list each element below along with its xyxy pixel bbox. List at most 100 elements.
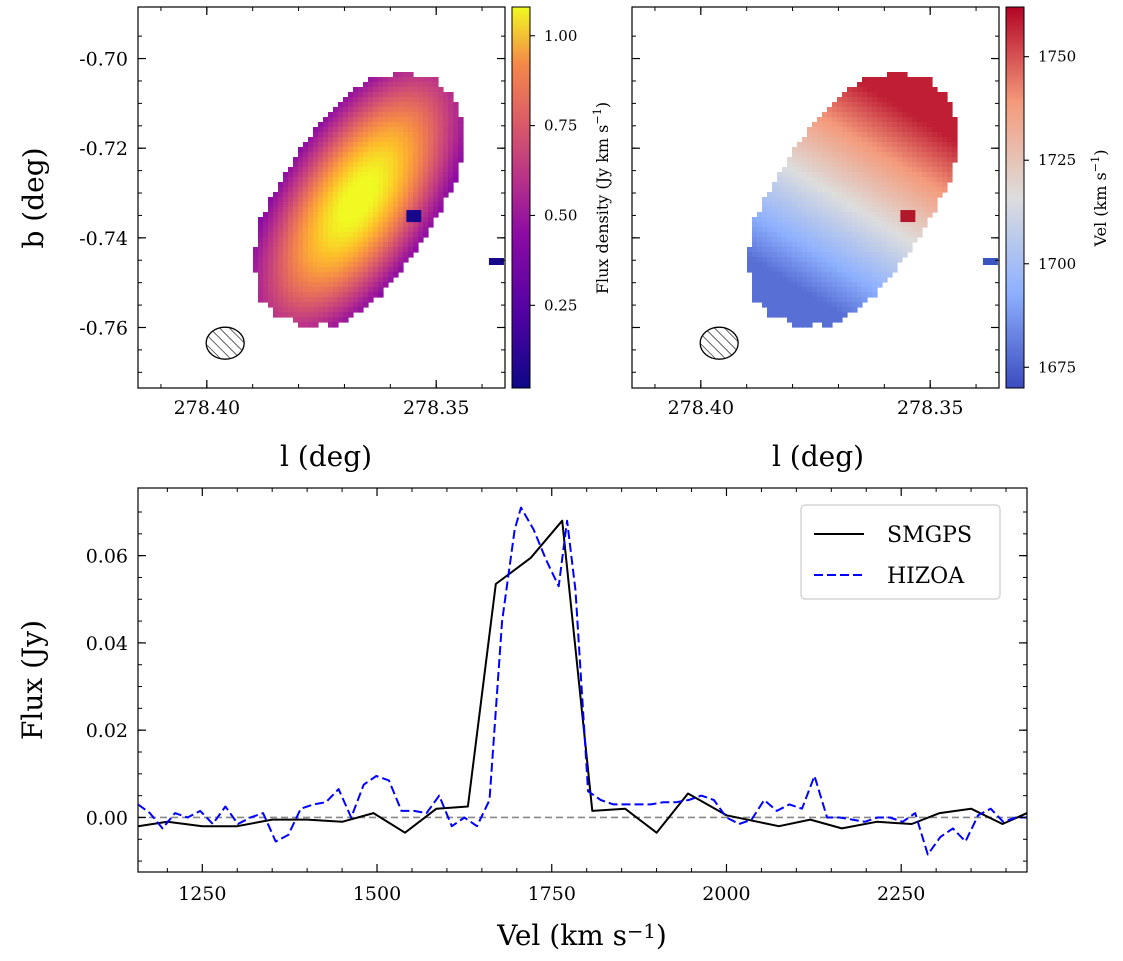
map-pixel [892,242,898,248]
map-pixel [338,142,344,148]
map-pixel [323,187,329,193]
map-pixel [897,157,903,163]
map-pixel [343,147,349,153]
map-pixel [433,107,439,113]
map-pixel [837,137,843,143]
map-pixel [453,107,459,113]
map-pixel [288,282,294,288]
map-pixel [363,247,369,253]
map-pixel [917,97,923,103]
map-pixel [273,277,279,283]
map-pixel [353,122,359,128]
map-pixel [268,222,274,228]
map-pixel [902,107,908,113]
map-pixel [882,217,888,223]
map-pixel [338,112,344,118]
map-pixel [258,222,264,228]
map-pixel [762,277,768,283]
map-pixel [438,87,444,93]
map-pixel [847,182,853,188]
map-pixel [378,132,384,138]
map-pixel [308,237,314,243]
map-pixel [922,102,928,108]
map-pixel [897,77,903,83]
map-pixel [947,132,953,138]
map-pixel [872,222,878,228]
map-pixel [817,202,823,208]
map-pixel [418,172,424,178]
map-pixel [847,142,853,148]
map-pixel [283,307,289,313]
map-pixel [298,217,304,223]
map-pixel [807,317,813,323]
map-pixel [368,257,374,263]
map-pixel [867,282,873,288]
map-pixel [363,102,369,108]
map-pixel [802,217,808,223]
map-pixel [902,187,908,193]
map-pixel [837,197,843,203]
map-pixel [927,107,933,113]
map-pixel [443,97,449,103]
map-pixel [333,137,339,143]
map-pixel [872,162,878,168]
map-pixel [932,177,938,183]
map-pixel [403,87,409,93]
map-pixel [822,137,828,143]
map-pixel [303,247,309,253]
map-pixel [353,212,359,218]
map-pixel [443,122,449,128]
map-pixel [822,237,828,243]
map-pixel [333,117,339,123]
flux-map-panel: 278.40 278.35-0.70-0.72-0.74-0.76 l (deg)… [17,6,612,473]
map-pixel [822,162,828,168]
map-pixel [383,167,389,173]
map-pixel [882,172,888,178]
map-pixel [323,312,329,318]
map-pixel [917,77,923,83]
map-pixel [852,227,858,233]
map-pixel [857,162,863,168]
map-pixel [278,302,284,308]
flux-map-frame [137,6,506,389]
map-pixel [423,152,429,158]
map-pixel [293,262,299,268]
map-pixel [772,202,778,208]
map-pixel [358,237,364,243]
map-pixel [872,177,878,183]
map-pixel [832,202,838,208]
map-pixel [942,162,948,168]
map-pixel [922,142,928,148]
map-pixel [817,137,823,143]
map-pixel [298,292,304,298]
map-pixel [383,147,389,153]
map-pixel [842,187,848,193]
map-pixel [403,237,409,243]
map-pixel [408,197,414,203]
map-pixel [438,122,444,128]
map-pixel [762,267,768,273]
map-pixel [338,147,344,153]
map-pixel [398,107,404,113]
map-pixel [857,167,863,173]
map-pixel [383,282,389,288]
map-pixel [857,127,863,133]
map-pixel [882,127,888,133]
map-pixel [817,262,823,268]
map-pixel [862,217,868,223]
map-pixel [867,272,873,278]
map-pixel [892,167,898,173]
map-pixel [268,242,274,248]
map-pixel [343,102,349,108]
map-pixel [852,132,858,138]
map-pixel [832,112,838,118]
map-pixel [318,162,324,168]
map-pixel [822,272,828,278]
map-pixel [288,192,294,198]
map-pixel [952,122,958,128]
map-pixel [782,167,788,173]
map-pixel [343,182,349,188]
map-pixel [917,187,923,193]
map-pixel [388,197,394,203]
